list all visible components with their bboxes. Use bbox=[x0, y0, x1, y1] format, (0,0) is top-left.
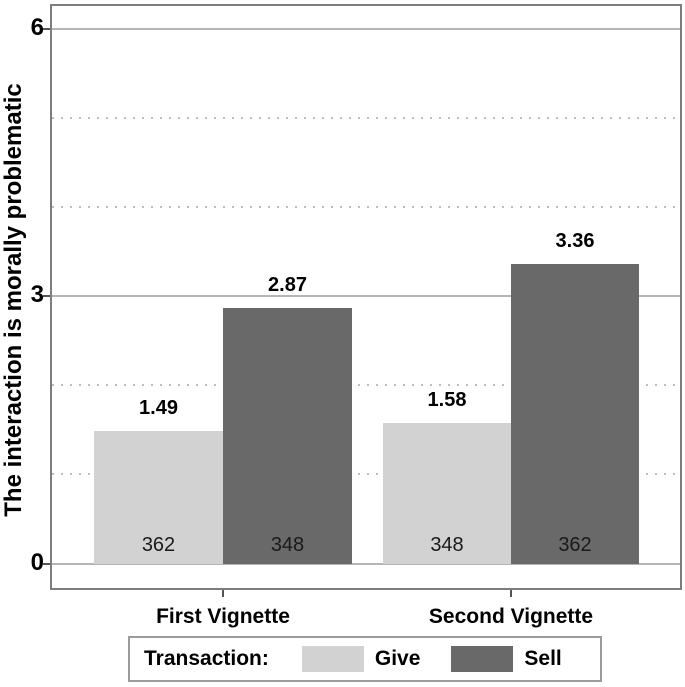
legend-swatch-sell bbox=[451, 646, 514, 672]
plot-panel: 1.49 362 2.87 348 1.58 348 3.36 362 bbox=[50, 4, 682, 590]
legend-swatch-give bbox=[301, 646, 364, 672]
legend: Transaction: Give Sell bbox=[128, 636, 602, 682]
bar-give-second-vignette: 1.58 348 bbox=[383, 389, 511, 564]
y-tick-label-6: 6 bbox=[30, 14, 44, 42]
bar-sell-second-vignette: 3.36 362 bbox=[511, 230, 639, 564]
bar-value-label: 1.58 bbox=[427, 389, 467, 411]
bar-value-label: 3.36 bbox=[555, 230, 595, 252]
y-tick-label-3: 3 bbox=[30, 281, 44, 309]
x-category-label-second-vignette: Second Vignette bbox=[428, 605, 594, 628]
y-tick-mark-6 bbox=[43, 28, 50, 30]
bar-count-label: 362 bbox=[558, 534, 592, 556]
bar-count-label: 348 bbox=[270, 534, 305, 556]
bar-value-label: 1.49 bbox=[139, 397, 178, 419]
gridline-2 bbox=[52, 384, 680, 386]
legend-title: Transaction: bbox=[144, 647, 269, 670]
gridline-4 bbox=[52, 206, 680, 208]
gridline-0 bbox=[52, 563, 680, 565]
gridline-6 bbox=[52, 28, 680, 30]
bar-count-label: 348 bbox=[430, 534, 464, 556]
bar-count-label: 362 bbox=[141, 534, 176, 556]
gridline-1 bbox=[52, 473, 680, 475]
x-tick-mark-second-vignette bbox=[510, 590, 512, 597]
gridline-5 bbox=[52, 117, 680, 119]
y-tick-mark-0 bbox=[43, 563, 50, 565]
bar-sell-first-vignette: 2.87 348 bbox=[223, 274, 352, 564]
gridline-3 bbox=[52, 295, 680, 297]
legend-label-give: Give bbox=[374, 647, 421, 670]
bar-give-first-vignette: 1.49 362 bbox=[94, 397, 223, 564]
legend-label-sell: Sell bbox=[524, 647, 562, 670]
bar-value-label: 2.87 bbox=[268, 274, 307, 296]
y-tick-mark-3 bbox=[43, 295, 50, 297]
y-tick-label-0: 0 bbox=[30, 549, 44, 577]
x-category-label-first-vignette: First Vignette bbox=[156, 605, 290, 628]
x-tick-mark-first-vignette bbox=[222, 590, 224, 597]
